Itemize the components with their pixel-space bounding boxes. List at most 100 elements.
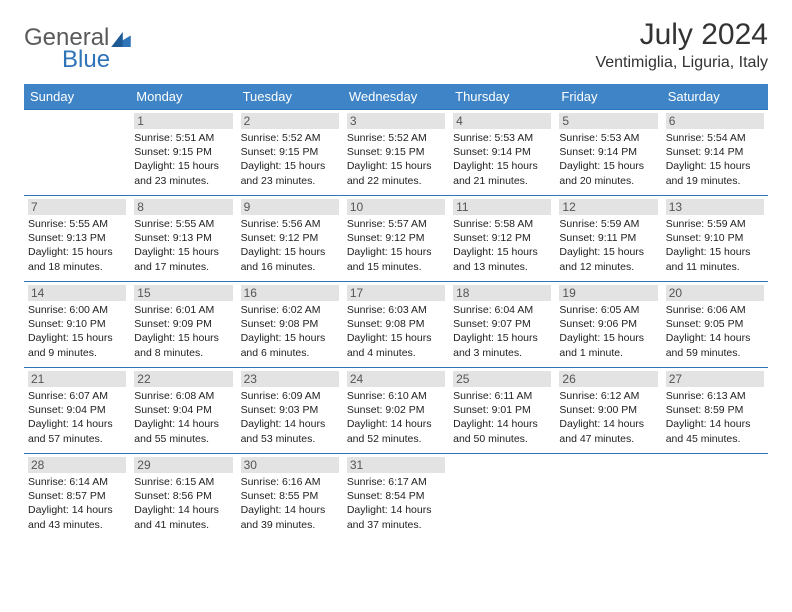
calendar-row: 14Sunrise: 6:00 AMSunset: 9:10 PMDayligh…: [24, 282, 768, 368]
calendar-row: 21 Sunrise: 6:07 AMSunset: 9:04 PMDayligh…: [24, 368, 768, 454]
day-number: 23: [241, 371, 339, 387]
calendar-cell: 29 Sunrise: 6:15 AMSunset: 8:56 PMDayligh…: [130, 454, 236, 540]
day-details: Sunrise: 5:56 AMSunset: 9:12 PMDaylight:…: [241, 217, 339, 274]
calendar-cell: 22 Sunrise: 6:08 AMSunset: 9:04 PMDayligh…: [130, 368, 236, 454]
header: GeneralBlue July 2024 Ventimiglia, Ligur…: [24, 18, 768, 74]
day-details: Sunrise: 6:09 AMSunset: 9:03 PMDaylight:…: [241, 389, 339, 446]
day-number: 20: [666, 285, 764, 301]
calendar-row: 28 Sunrise: 6:14 AMSunset: 8:57 PMDayligh…: [24, 454, 768, 540]
day-details: Sunrise: 6:06 AMSunset: 9:05 PMDaylight:…: [666, 303, 764, 360]
day-number: 29: [134, 457, 232, 473]
calendar-cell: 21 Sunrise: 6:07 AMSunset: 9:04 PMDayligh…: [24, 368, 130, 454]
day-number: 15: [134, 285, 232, 301]
location: Ventimiglia, Liguria, Italy: [595, 54, 768, 72]
day-details: Sunrise: 6:12 AMSunset: 9:00 PMDaylight:…: [559, 389, 657, 446]
calendar-cell: 12 Sunrise: 5:59 AMSunset: 9:11 PMDayligh…: [555, 196, 661, 282]
calendar-cell: 10 Sunrise: 5:57 AMSunset: 9:12 PMDayligh…: [343, 196, 449, 282]
day-details: Sunrise: 6:17 AMSunset: 8:54 PMDaylight:…: [347, 475, 445, 532]
day-details: Sunrise: 6:07 AMSunset: 9:04 PMDaylight:…: [28, 389, 126, 446]
day-details: Sunrise: 6:08 AMSunset: 9:04 PMDaylight:…: [134, 389, 232, 446]
day-details: Sunrise: 6:14 AMSunset: 8:57 PMDaylight:…: [28, 475, 126, 532]
calendar-cell: 24 Sunrise: 6:10 AMSunset: 9:02 PMDayligh…: [343, 368, 449, 454]
weekday-header: Thursday: [449, 84, 555, 110]
day-number: 4: [453, 113, 551, 129]
day-number: 28: [28, 457, 126, 473]
day-number: 8: [134, 199, 232, 215]
day-number: 2: [241, 113, 339, 129]
weekday-header: Saturday: [662, 84, 768, 110]
day-details: Sunrise: 5:53 AMSunset: 9:14 PMDaylight:…: [559, 131, 657, 188]
calendar-table: SundayMondayTuesdayWednesdayThursdayFrid…: [24, 84, 768, 540]
calendar-cell: 11 Sunrise: 5:58 AMSunset: 9:12 PMDayligh…: [449, 196, 555, 282]
day-details: Sunrise: 6:01 AMSunset: 9:09 PMDaylight:…: [134, 303, 232, 360]
day-number: 13: [666, 199, 764, 215]
calendar-cell: 28 Sunrise: 6:14 AMSunset: 8:57 PMDayligh…: [24, 454, 130, 540]
day-number: 12: [559, 199, 657, 215]
day-number: 18: [453, 285, 551, 301]
calendar-cell: 5Sunrise: 5:53 AMSunset: 9:14 PMDaylight…: [555, 110, 661, 196]
day-number: 9: [241, 199, 339, 215]
day-details: Sunrise: 5:52 AMSunset: 9:15 PMDaylight:…: [347, 131, 445, 188]
day-details: Sunrise: 5:59 AMSunset: 9:11 PMDaylight:…: [559, 217, 657, 274]
calendar-cell: [662, 454, 768, 540]
calendar-cell: 9 Sunrise: 5:56 AMSunset: 9:12 PMDaylight…: [237, 196, 343, 282]
calendar-cell: [449, 454, 555, 540]
day-details: Sunrise: 6:02 AMSunset: 9:08 PMDaylight:…: [241, 303, 339, 360]
day-details: Sunrise: 5:59 AMSunset: 9:10 PMDaylight:…: [666, 217, 764, 274]
calendar-cell: 8 Sunrise: 5:55 AMSunset: 9:13 PMDaylight…: [130, 196, 236, 282]
weekday-header: Friday: [555, 84, 661, 110]
day-details: Sunrise: 5:51 AMSunset: 9:15 PMDaylight:…: [134, 131, 232, 188]
day-number: 11: [453, 199, 551, 215]
calendar-cell: 23 Sunrise: 6:09 AMSunset: 9:03 PMDayligh…: [237, 368, 343, 454]
calendar-cell: [24, 110, 130, 196]
day-details: Sunrise: 5:52 AMSunset: 9:15 PMDaylight:…: [241, 131, 339, 188]
calendar-cell: 15 Sunrise: 6:01 AMSunset: 9:09 PMDayligh…: [130, 282, 236, 368]
day-number: 25: [453, 371, 551, 387]
logo: GeneralBlue: [24, 24, 131, 74]
day-number: 10: [347, 199, 445, 215]
day-details: Sunrise: 6:03 AMSunset: 9:08 PMDaylight:…: [347, 303, 445, 360]
calendar-cell: [555, 454, 661, 540]
day-number: 1: [134, 113, 232, 129]
day-details: Sunrise: 5:57 AMSunset: 9:12 PMDaylight:…: [347, 217, 445, 274]
weekday-header: Wednesday: [343, 84, 449, 110]
day-details: Sunrise: 6:11 AMSunset: 9:01 PMDaylight:…: [453, 389, 551, 446]
calendar-cell: 31 Sunrise: 6:17 AMSunset: 8:54 PMDayligh…: [343, 454, 449, 540]
calendar-row: 7 Sunrise: 5:55 AMSunset: 9:13 PMDaylight…: [24, 196, 768, 282]
calendar-cell: 6Sunrise: 5:54 AMSunset: 9:14 PMDaylight…: [662, 110, 768, 196]
day-number: 6: [666, 113, 764, 129]
day-details: Sunrise: 6:05 AMSunset: 9:06 PMDaylight:…: [559, 303, 657, 360]
day-number: 19: [559, 285, 657, 301]
weekday-header: Tuesday: [237, 84, 343, 110]
day-number: 3: [347, 113, 445, 129]
calendar-cell: 7 Sunrise: 5:55 AMSunset: 9:13 PMDaylight…: [24, 196, 130, 282]
calendar-cell: 17 Sunrise: 6:03 AMSunset: 9:08 PMDayligh…: [343, 282, 449, 368]
day-details: Sunrise: 5:53 AMSunset: 9:14 PMDaylight:…: [453, 131, 551, 188]
calendar-cell: 30 Sunrise: 6:16 AMSunset: 8:55 PMDayligh…: [237, 454, 343, 540]
calendar-cell: 2 Sunrise: 5:52 AMSunset: 9:15 PMDaylight…: [237, 110, 343, 196]
day-number: 7: [28, 199, 126, 215]
day-details: Sunrise: 6:10 AMSunset: 9:02 PMDaylight:…: [347, 389, 445, 446]
day-number: 17: [347, 285, 445, 301]
calendar-cell: 19 Sunrise: 6:05 AMSunset: 9:06 PMDayligh…: [555, 282, 661, 368]
day-number: 26: [559, 371, 657, 387]
day-details: Sunrise: 5:55 AMSunset: 9:13 PMDaylight:…: [134, 217, 232, 274]
day-details: Sunrise: 5:55 AMSunset: 9:13 PMDaylight:…: [28, 217, 126, 274]
day-details: Sunrise: 6:16 AMSunset: 8:55 PMDaylight:…: [241, 475, 339, 532]
day-number: 24: [347, 371, 445, 387]
day-details: Sunrise: 6:15 AMSunset: 8:56 PMDaylight:…: [134, 475, 232, 532]
day-number: 21: [28, 371, 126, 387]
day-number: 27: [666, 371, 764, 387]
calendar-row: 1 Sunrise: 5:51 AMSunset: 9:15 PMDaylight…: [24, 110, 768, 196]
day-details: Sunrise: 6:04 AMSunset: 9:07 PMDaylight:…: [453, 303, 551, 360]
day-number: 14: [28, 285, 126, 301]
day-number: 30: [241, 457, 339, 473]
day-number: 31: [347, 457, 445, 473]
calendar-cell: 25 Sunrise: 6:11 AMSunset: 9:01 PMDayligh…: [449, 368, 555, 454]
title-block: July 2024 Ventimiglia, Liguria, Italy: [595, 18, 768, 72]
weekday-header: Monday: [130, 84, 236, 110]
day-number: 22: [134, 371, 232, 387]
day-details: Sunrise: 5:58 AMSunset: 9:12 PMDaylight:…: [453, 217, 551, 274]
calendar-cell: 20 Sunrise: 6:06 AMSunset: 9:05 PMDayligh…: [662, 282, 768, 368]
calendar-cell: 27Sunrise: 6:13 AMSunset: 8:59 PMDayligh…: [662, 368, 768, 454]
